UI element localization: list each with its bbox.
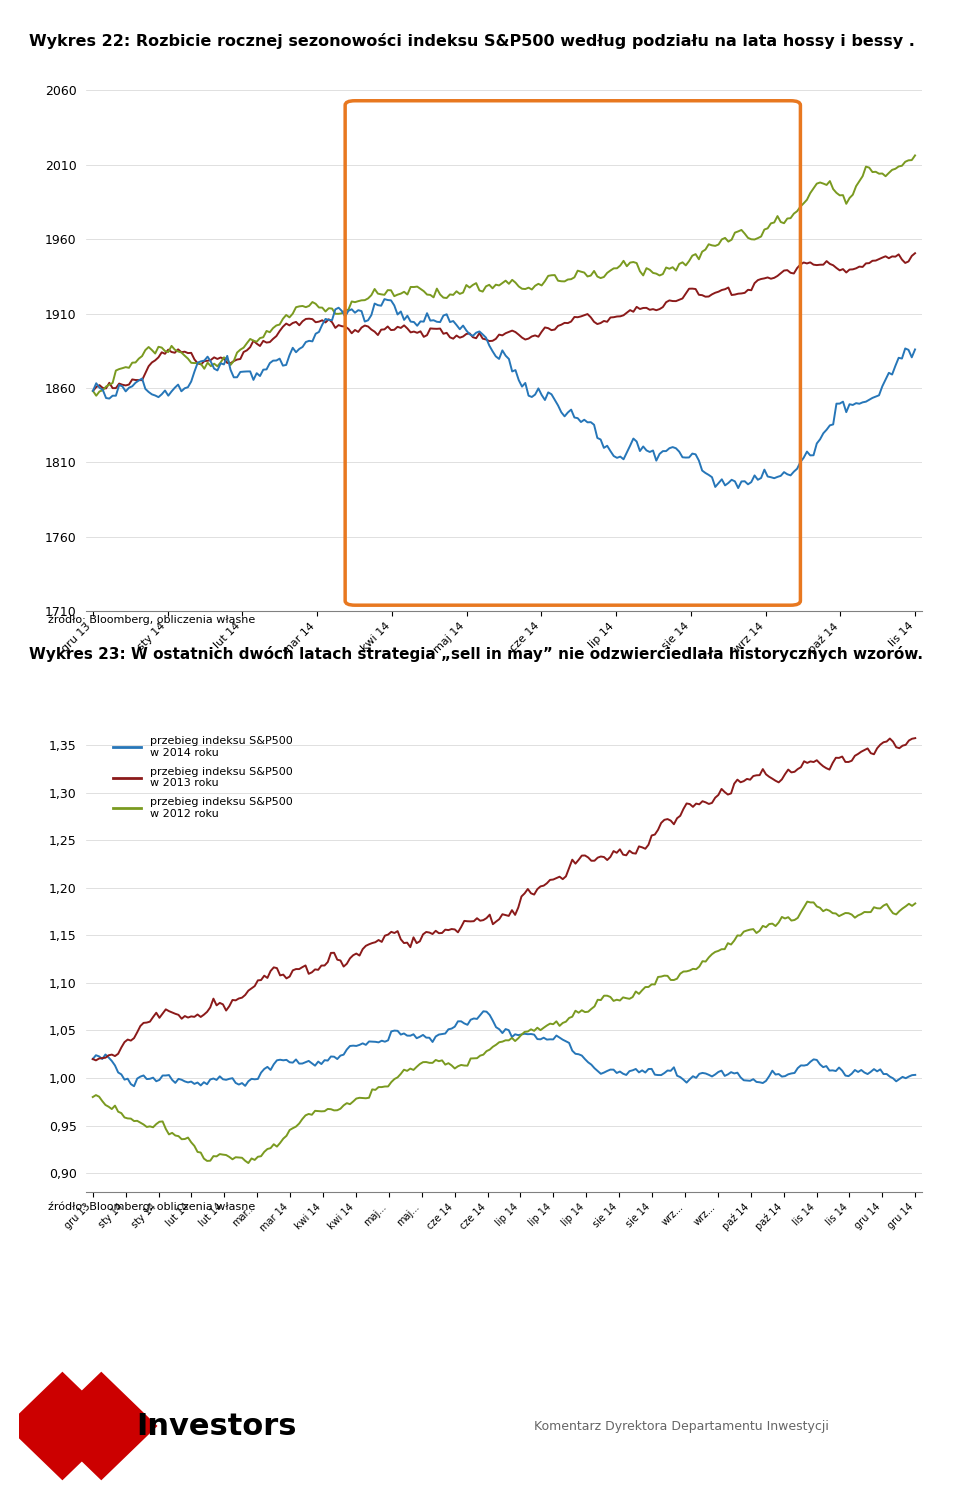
Legend: przebieg indeksu S&P500
w 2014 roku, przebieg indeksu S&P500
w 2013 roku, przebi: przebieg indeksu S&P500 w 2014 roku, prz… bbox=[108, 732, 297, 824]
Text: Investors: Investors bbox=[136, 1411, 297, 1441]
Text: Wykres 22: Rozbicie rocznej sezonowości indeksu S&P500 według podziału na lata h: Wykres 22: Rozbicie rocznej sezonowości … bbox=[29, 33, 915, 50]
Polygon shape bbox=[6, 1372, 119, 1480]
Text: Komentarz Dyrektora Departamentu Inwestycji: Komentarz Dyrektora Departamentu Inwesty… bbox=[534, 1420, 829, 1432]
Text: źródło: Bloomberg, obliczenia własne: źródło: Bloomberg, obliczenia własne bbox=[48, 614, 255, 625]
Text: Wykres 23: W ostatnich dwóch latach strategia „sell in may” nie odzwierciedlała : Wykres 23: W ostatnich dwóch latach stra… bbox=[29, 646, 923, 662]
Polygon shape bbox=[45, 1372, 157, 1480]
Text: źródło: Bloomberg, obliczenia własne: źródło: Bloomberg, obliczenia własne bbox=[48, 1201, 255, 1212]
